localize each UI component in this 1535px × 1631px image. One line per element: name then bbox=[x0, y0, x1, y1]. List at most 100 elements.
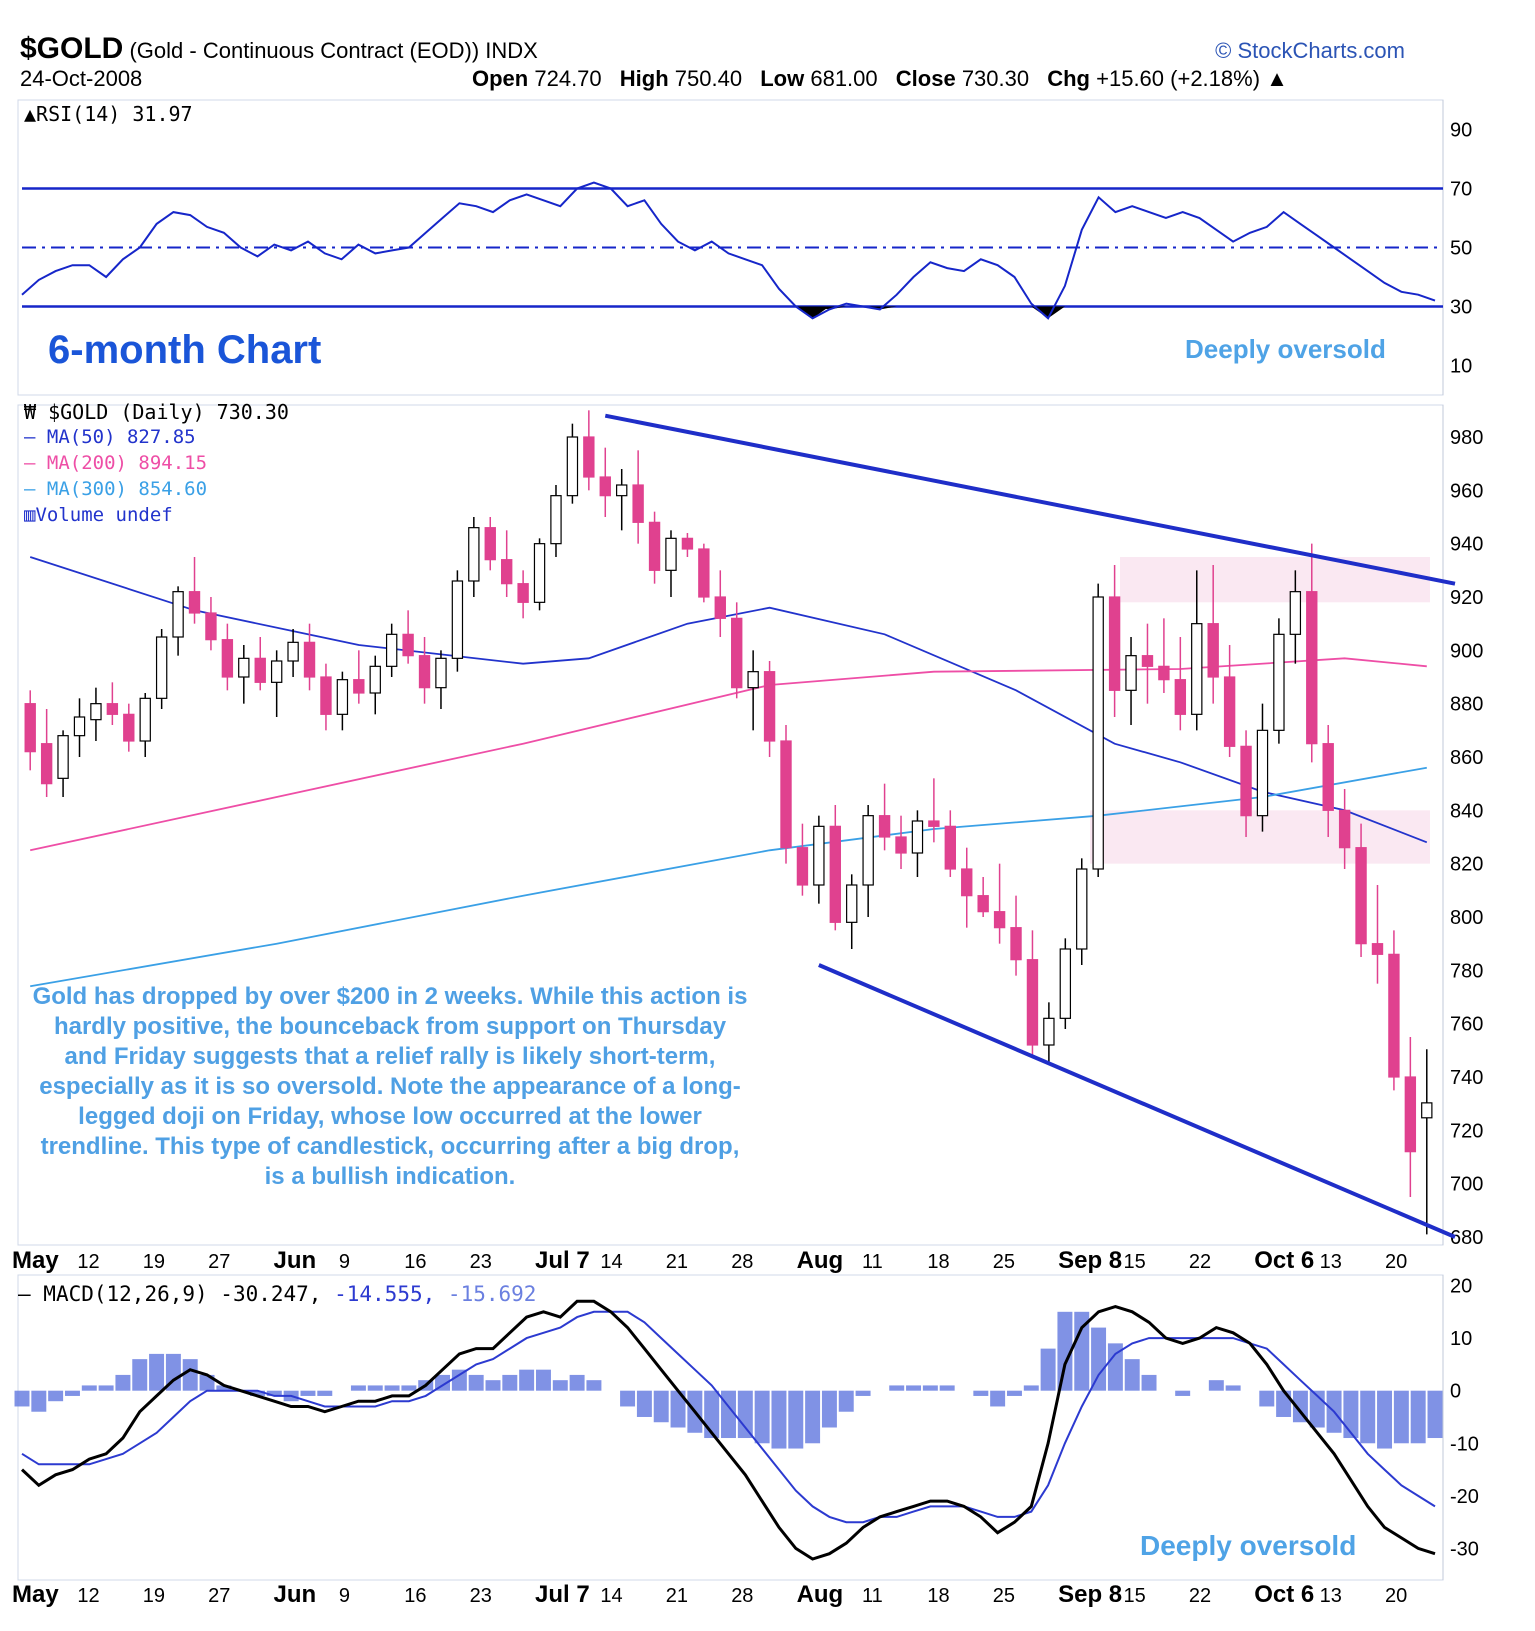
macd-histogram-bar bbox=[636, 1390, 652, 1417]
rsi-tick-label: 70 bbox=[1450, 179, 1472, 201]
price-tick-label: 860 bbox=[1450, 747, 1483, 769]
macd-histogram-bar bbox=[569, 1374, 585, 1391]
macd-histogram-bar bbox=[1360, 1390, 1376, 1444]
candle-body bbox=[254, 657, 266, 683]
macd-x-tick-label: 9 bbox=[339, 1585, 350, 1607]
macd-histogram-bar bbox=[81, 1385, 97, 1391]
macd-histogram-bar bbox=[165, 1353, 181, 1391]
candle-body bbox=[90, 703, 102, 721]
candle-body bbox=[550, 495, 562, 545]
candle-body bbox=[632, 484, 644, 523]
price-x-tick-label: 19 bbox=[143, 1251, 165, 1273]
macd-x-tick-label: 28 bbox=[731, 1585, 753, 1607]
price-x-tick-label: May bbox=[12, 1247, 59, 1274]
macd-x-tick-label: Jul 7 bbox=[535, 1581, 590, 1608]
price-x-tick-label: Sep 8 bbox=[1058, 1247, 1122, 1274]
macd-histogram-bar bbox=[1006, 1390, 1022, 1396]
rsi-oversold-fill bbox=[795, 306, 830, 319]
candle-body bbox=[287, 641, 299, 662]
candle-body bbox=[451, 580, 464, 659]
macd-histogram-bar bbox=[266, 1390, 282, 1396]
macd-histogram-bar bbox=[670, 1390, 686, 1428]
low-value: 681.00 bbox=[810, 66, 878, 91]
candle-body bbox=[961, 868, 973, 897]
resistance-band bbox=[1120, 557, 1430, 603]
macd-histogram-bar bbox=[1074, 1311, 1090, 1391]
high-value: 750.40 bbox=[674, 66, 743, 91]
price-x-tick-label: Jul 7 bbox=[535, 1247, 590, 1274]
oversold-macd-label: Deeply oversold bbox=[1140, 1530, 1357, 1561]
macd-x-tick-label: Jun bbox=[274, 1581, 317, 1608]
chart-date: 24-Oct-2008 bbox=[20, 66, 143, 91]
price-tick-label: 680 bbox=[1450, 1227, 1483, 1249]
macd-histogram-bar bbox=[1259, 1390, 1275, 1407]
macd-histogram-bar bbox=[1393, 1390, 1409, 1444]
candle-body bbox=[1059, 948, 1072, 1019]
candle-body bbox=[1010, 927, 1022, 961]
candle-body bbox=[648, 521, 661, 571]
price-tick-label: 780 bbox=[1450, 960, 1483, 982]
rsi-tick-label: 50 bbox=[1450, 238, 1472, 260]
macd-histogram-bar bbox=[502, 1374, 518, 1391]
macd-histogram-bar bbox=[1208, 1380, 1224, 1391]
macd-histogram-bar bbox=[1427, 1390, 1443, 1439]
chg-label: Chg bbox=[1047, 66, 1090, 91]
macd-x-tick-label: Sep 8 bbox=[1058, 1581, 1122, 1608]
stockcharts-brand[interactable]: © StockCharts.com bbox=[1215, 38, 1405, 63]
candle-body bbox=[878, 815, 891, 838]
macd-histogram-bar bbox=[855, 1390, 871, 1396]
candle-body bbox=[238, 657, 250, 678]
macd-histogram-bar bbox=[31, 1390, 47, 1412]
price-x-tick-label: 9 bbox=[339, 1251, 350, 1273]
candle-body bbox=[829, 825, 841, 923]
candle-body bbox=[188, 591, 201, 614]
candle-body bbox=[385, 633, 398, 667]
macd-histogram-bar bbox=[1343, 1390, 1359, 1439]
macd-histogram-bar bbox=[771, 1390, 787, 1449]
support-band bbox=[1090, 810, 1430, 864]
macd-tick-label: -10 bbox=[1450, 1433, 1479, 1455]
candle-body bbox=[484, 527, 496, 561]
macd-histogram-bar bbox=[1040, 1348, 1056, 1391]
candle-body bbox=[813, 825, 825, 886]
candle-body bbox=[1240, 745, 1252, 817]
candle-body bbox=[583, 436, 595, 478]
ohlc-readout: Open 724.70 High 750.40 Low 681.00 Close… bbox=[460, 66, 1288, 92]
candlestick-icon: ₩ bbox=[24, 400, 37, 424]
oversold-rsi-label: Deeply oversold bbox=[1185, 334, 1386, 364]
candle-body bbox=[1026, 959, 1039, 1046]
rsi-oversold-fill bbox=[1031, 306, 1065, 319]
candle-body bbox=[599, 476, 611, 497]
macd-histogram-bar bbox=[1124, 1359, 1140, 1391]
macd-histogram-bar bbox=[1225, 1385, 1241, 1391]
candle-body bbox=[106, 703, 119, 715]
macd-histogram-bar bbox=[922, 1385, 938, 1391]
macd-histogram-bar bbox=[586, 1380, 602, 1391]
price-x-tick-label: Oct 6 bbox=[1254, 1247, 1314, 1274]
close-label: Close bbox=[895, 66, 956, 91]
macd-histogram-bar bbox=[552, 1380, 568, 1391]
candle-body bbox=[846, 884, 858, 923]
price-tick-label: 900 bbox=[1450, 640, 1483, 662]
price-x-tick-label: 11 bbox=[862, 1251, 883, 1273]
candle-body bbox=[1404, 1076, 1417, 1153]
price-tick-label: 820 bbox=[1450, 854, 1483, 876]
macd-x-tick-label: 16 bbox=[404, 1585, 426, 1607]
macd-x-tick-label: 22 bbox=[1189, 1585, 1211, 1607]
macd-histogram-bar bbox=[182, 1359, 198, 1391]
price-tick-label: 920 bbox=[1450, 587, 1483, 609]
rsi-tick-label: 90 bbox=[1450, 120, 1472, 142]
macd-histogram-bar bbox=[990, 1390, 1006, 1407]
price-x-tick-label: 13 bbox=[1320, 1251, 1342, 1273]
candle-body bbox=[418, 655, 431, 689]
macd-x-tick-label: 11 bbox=[862, 1585, 883, 1607]
candle-body bbox=[763, 671, 776, 742]
six-month-label: 6-month Chart bbox=[48, 328, 322, 372]
high-label: High bbox=[619, 66, 669, 91]
macd-histogram-bar bbox=[737, 1390, 753, 1439]
macd-tick-label: 0 bbox=[1450, 1381, 1461, 1403]
candle-body bbox=[353, 679, 365, 694]
candle-body bbox=[616, 484, 628, 497]
open-label: Open bbox=[472, 66, 529, 91]
macd-histogram-bar bbox=[250, 1390, 265, 1396]
